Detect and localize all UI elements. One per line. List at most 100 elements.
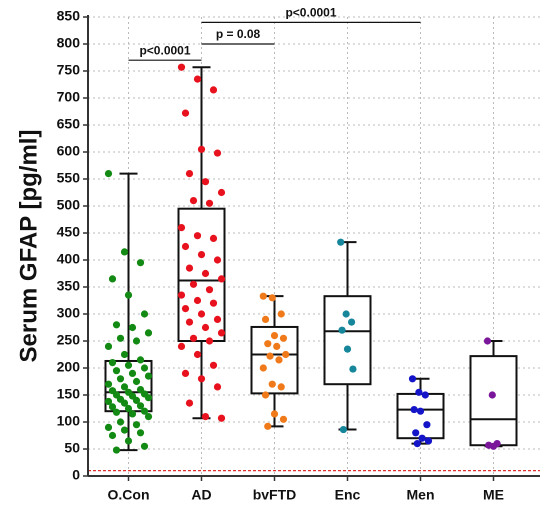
point [108, 431, 117, 440]
point [275, 356, 283, 364]
point [104, 423, 113, 431]
point [108, 275, 117, 283]
point [104, 397, 113, 406]
point [197, 251, 206, 259]
point [120, 426, 129, 434]
point [112, 367, 121, 375]
point [268, 294, 276, 302]
point [201, 323, 210, 332]
y-tick-label: 100 [57, 413, 81, 429]
point [193, 232, 202, 240]
point [181, 242, 190, 251]
point [181, 369, 190, 377]
point [128, 323, 137, 332]
point [177, 291, 186, 299]
point [261, 315, 270, 323]
point [209, 234, 218, 242]
point [413, 440, 421, 448]
point [264, 422, 272, 430]
point [217, 188, 226, 197]
y-tick-label: 300 [57, 305, 81, 321]
point [209, 361, 218, 369]
point [279, 415, 288, 423]
y-tick-label: 800 [57, 35, 81, 51]
point [116, 375, 125, 383]
point [282, 350, 290, 359]
point [201, 269, 210, 278]
point [343, 345, 352, 353]
y-tick-label: 200 [57, 359, 81, 375]
point [268, 380, 276, 388]
point [261, 391, 270, 399]
point [124, 437, 133, 445]
annotation: p<0.0001 [285, 6, 336, 20]
point [342, 310, 350, 318]
point [193, 75, 202, 83]
point [205, 337, 214, 345]
point [116, 334, 125, 342]
point [279, 334, 288, 342]
point [277, 310, 285, 318]
y-tick-label: 600 [57, 143, 81, 159]
point [185, 170, 194, 178]
y-tick-label: 700 [57, 89, 81, 105]
point [104, 380, 113, 388]
point [423, 421, 431, 429]
point [213, 383, 222, 391]
point [193, 296, 202, 305]
point [132, 421, 141, 429]
point [421, 391, 429, 399]
point [189, 197, 198, 205]
point [213, 149, 222, 157]
point [266, 352, 274, 360]
y-tick-label: 500 [57, 197, 81, 213]
point [136, 402, 145, 410]
point [201, 413, 210, 421]
point [416, 407, 425, 415]
point [270, 332, 279, 340]
point [347, 318, 356, 326]
point [349, 365, 357, 373]
point [338, 326, 346, 334]
point [197, 310, 206, 318]
point [140, 407, 149, 415]
point [217, 414, 226, 422]
point [213, 315, 222, 323]
point [337, 238, 345, 246]
y-tick-label: 650 [57, 116, 81, 132]
point [140, 310, 149, 318]
point [205, 199, 214, 207]
point [415, 388, 423, 396]
point [205, 286, 214, 294]
point [412, 429, 420, 437]
point [424, 437, 433, 445]
point [132, 377, 141, 386]
point [120, 350, 129, 359]
point [273, 342, 281, 350]
point [112, 446, 121, 454]
point [108, 403, 117, 411]
annotation: p<0.0001 [139, 43, 190, 57]
y-tick-label: 450 [57, 224, 81, 240]
x-tick-label: Enc [335, 487, 361, 503]
point [136, 259, 145, 267]
point [339, 425, 348, 434]
point [140, 364, 149, 372]
point [264, 340, 272, 348]
point [189, 280, 198, 288]
point [128, 410, 137, 418]
point [217, 275, 226, 283]
point [259, 364, 267, 372]
point [136, 429, 145, 437]
point [177, 342, 186, 350]
point [144, 413, 153, 421]
point [128, 369, 137, 377]
point [108, 359, 117, 367]
box [323, 295, 372, 386]
x-tick-label: bvFTD [253, 487, 297, 503]
y-tick-label: 550 [57, 170, 81, 186]
point [124, 291, 133, 299]
point [104, 170, 113, 178]
point [144, 372, 153, 380]
